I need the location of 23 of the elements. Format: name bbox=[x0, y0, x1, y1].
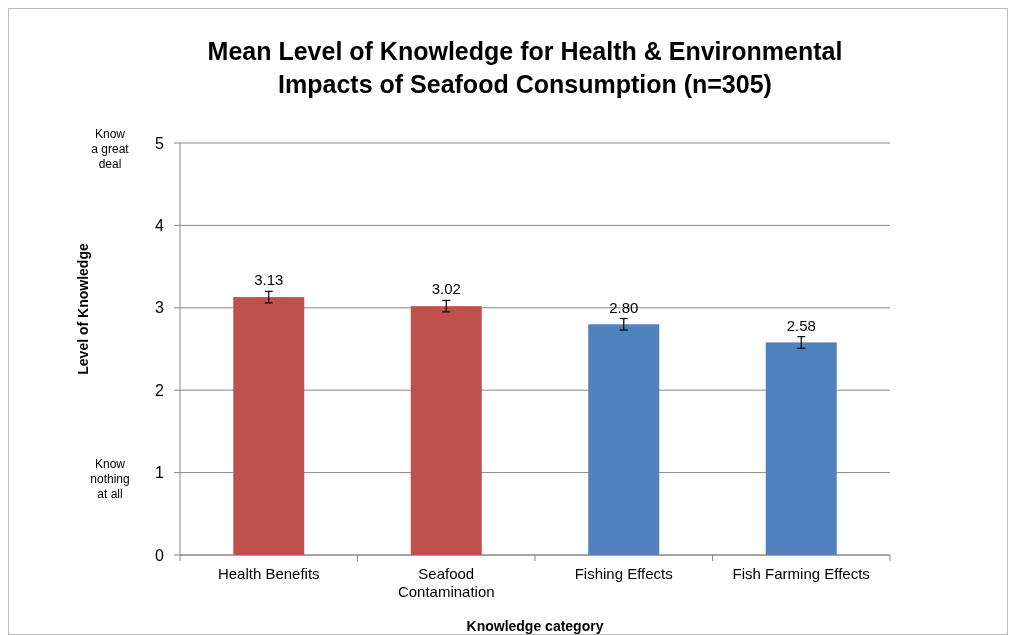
bar bbox=[765, 342, 837, 555]
bar bbox=[410, 306, 482, 555]
y-tick-label: 1 bbox=[155, 464, 165, 482]
data-label: 2.58 bbox=[786, 316, 816, 334]
y-tick-label: 4 bbox=[155, 217, 165, 234]
x-axis-title: Knowledge category bbox=[466, 618, 604, 634]
x-tick-label: Fish Farming Effects bbox=[732, 565, 870, 582]
chart-title: Mean Level of Knowledge for Health & Environmental Impacts of Seafood Consumption (n=305) bbox=[207, 37, 843, 98]
y-tick-label: 2 bbox=[155, 381, 165, 399]
bar bbox=[233, 297, 305, 555]
bar bbox=[588, 324, 660, 555]
y-tick-label: 0 bbox=[155, 546, 165, 564]
x-tick-label: Seafood Contamination bbox=[397, 565, 495, 600]
text: Know nothing at all bbox=[90, 456, 130, 501]
text: Know a great deal bbox=[91, 127, 130, 171]
y-tick-label: 5 bbox=[155, 134, 165, 152]
data-label: 3.02 bbox=[431, 280, 461, 298]
y-tick-label: 3 bbox=[155, 299, 165, 317]
data-label: 2.80 bbox=[609, 298, 639, 316]
data-label: 3.13 bbox=[254, 271, 284, 289]
y-axis-title: Level of Knowledge bbox=[75, 243, 91, 375]
x-tick-label: Fishing Effects bbox=[574, 565, 673, 582]
x-tick-label: Health Benefits bbox=[217, 565, 320, 582]
